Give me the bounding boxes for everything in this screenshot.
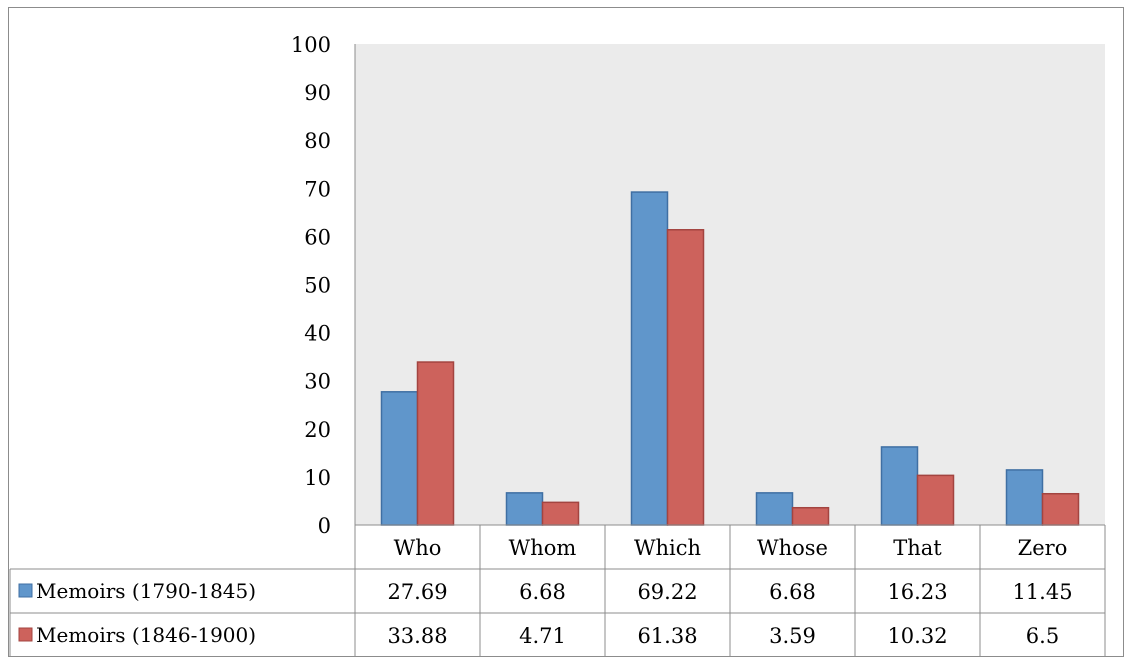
data-label: 4.71 xyxy=(519,624,566,648)
y-tick-label: 50 xyxy=(304,274,331,298)
y-tick-label: 20 xyxy=(304,418,331,442)
data-label: 3.59 xyxy=(769,624,816,648)
y-tick-label: 100 xyxy=(291,33,331,57)
legend-key-series-2 xyxy=(18,627,33,642)
x-category-label: Who xyxy=(394,536,442,560)
bar-series-1-who xyxy=(380,391,419,526)
data-label: 10.32 xyxy=(887,624,947,648)
series-name-label: Memoirs (1846-1900) xyxy=(36,623,256,647)
chart-frame: 0 10 20 30 40 50 60 70 80 90 100 Who Whom Which Whose T… xyxy=(8,7,1124,657)
y-tick-label: 40 xyxy=(304,322,331,346)
y-tick-label: 10 xyxy=(304,466,331,490)
bar-series-2-that xyxy=(916,474,955,526)
data-label: 6.68 xyxy=(769,580,816,604)
bar-series-2-zero xyxy=(1041,492,1080,526)
y-tick-label: 70 xyxy=(304,177,331,201)
data-label: 33.88 xyxy=(387,624,447,648)
x-category-label: That xyxy=(893,536,942,560)
x-category-label: Whom xyxy=(509,536,577,560)
bar-series-2-which xyxy=(666,229,705,526)
y-tick-label: 80 xyxy=(304,129,331,153)
y-tick-label: 30 xyxy=(304,370,331,394)
bar-series-2-who xyxy=(416,361,455,526)
bar-series-1-zero xyxy=(1005,469,1044,526)
data-label: 27.69 xyxy=(387,580,447,604)
plot-area xyxy=(355,44,1105,525)
data-label: 6.5 xyxy=(1026,624,1059,648)
bar-series-1-whose xyxy=(755,492,794,526)
y-tick-label: 90 xyxy=(304,81,331,105)
data-label: 6.68 xyxy=(519,580,566,604)
bar-chart: 0 10 20 30 40 50 60 70 80 90 100 Who Whom Which Whose T… xyxy=(9,33,1106,656)
data-label: 11.45 xyxy=(1012,580,1072,604)
legend-key-series-1 xyxy=(18,583,33,598)
series-name-label: Memoirs (1790-1845) xyxy=(36,579,256,603)
data-label: 61.38 xyxy=(637,624,697,648)
bar-series-1-that xyxy=(880,446,919,526)
data-label: 16.23 xyxy=(887,580,947,604)
data-label: 69.22 xyxy=(637,580,697,604)
bar-series-1-which xyxy=(630,191,669,526)
x-category-label: Zero xyxy=(1018,536,1068,560)
bar-series-1-whom xyxy=(505,492,544,526)
y-tick-label: 0 xyxy=(318,514,331,538)
bar-series-2-whose xyxy=(791,506,830,526)
x-category-label: Whose xyxy=(757,536,828,560)
bar-series-2-whom xyxy=(541,501,580,526)
y-tick-label: 60 xyxy=(304,225,331,249)
x-category-label: Which xyxy=(634,536,701,560)
